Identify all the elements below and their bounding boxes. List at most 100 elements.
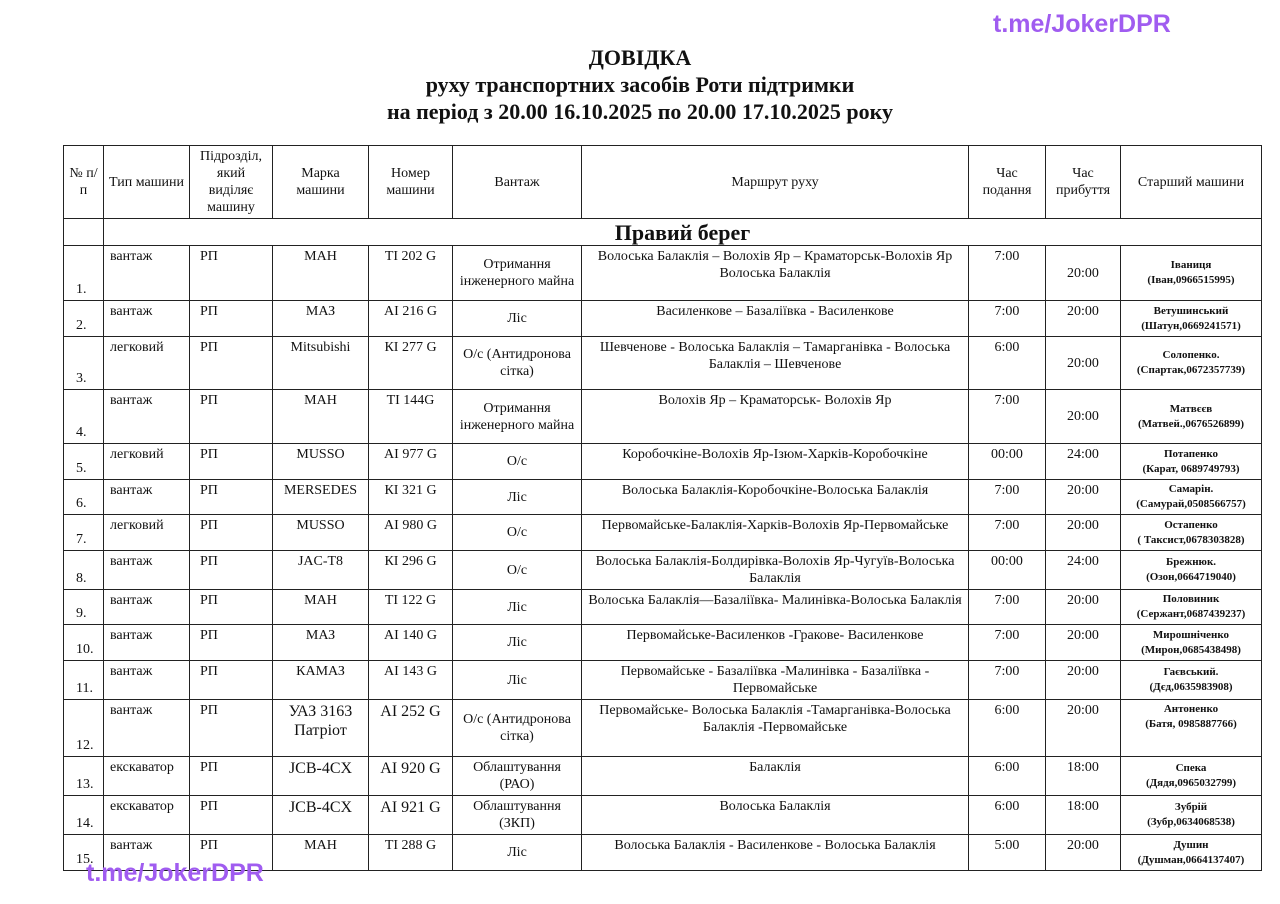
vehicle-plate-cell: АІ 921 G (368, 795, 453, 835)
arrival-time-cell: 20:00 (1045, 300, 1121, 337)
table-row: 9. вантаж РП МАН ТІ 122 G Ліс Волоська Балаклі… (63, 589, 1262, 625)
table-row: 14. екскаватор РП JCB-4CX АІ 921 G Облаштуван… (63, 795, 1262, 835)
vehicle-brand-cell: МАН (272, 245, 369, 301)
officer-name: Зубрій (1174, 801, 1208, 813)
vehicle-brand-cell: УАЗ 3163 Патріот (272, 699, 369, 757)
cargo-cell: О/с (Антидронова сітка) (452, 699, 582, 757)
vehicle-plate-cell: АІ 143 G (368, 660, 453, 700)
route-cell: Первомайське-Балаклія-Харків-Волохів Яр-… (581, 514, 969, 551)
officer-name: Антоненко (1163, 703, 1219, 715)
officer-name: Матвєєв (1169, 402, 1213, 415)
officer-callsign-phone: (Карат, 0689749793) (1142, 462, 1240, 475)
row-number-cell: 8. (63, 550, 104, 590)
officer-callsign-phone: (Сержант,0687439237) (1136, 608, 1246, 620)
route-cell: Коробочкіне-Волохів Яр-Ізюм-Харків-Короб… (581, 443, 969, 480)
departure-time-cell: 5:00 (968, 834, 1046, 871)
senior-officer-cell: Мирошніченко (Мирон,0685438498) (1120, 624, 1262, 661)
column-header: Тип машини (103, 145, 190, 219)
vehicle-movement-table: № п/п Тип машини Підрозділ, який виділяє м… (63, 145, 1262, 871)
cargo-cell: Облаштування (РАО) (452, 756, 582, 796)
vehicle-plate-cell: АІ 140 G (368, 624, 453, 661)
departure-time-cell: 6:00 (968, 795, 1046, 835)
route-cell: Первомайське- Волоська Балаклія -Тамарга… (581, 699, 969, 757)
table-row: 6. вантаж РП MERSEDES КІ 321 G Ліс Волоська Ба… (63, 479, 1262, 515)
officer-callsign-phone: (Мирон,0685438498) (1141, 643, 1241, 656)
row-number-cell: 12. (63, 699, 104, 757)
senior-officer-cell: Потапенко (Карат, 0689749793) (1120, 443, 1262, 480)
table-row: 2. вантаж РП МАЗ АІ 216 G Ліс Василенкове – Ба… (63, 300, 1262, 337)
departure-time-cell: 7:00 (968, 300, 1046, 337)
unit-cell: РП (189, 756, 273, 796)
vehicle-plate-cell: АІ 977 G (368, 443, 453, 480)
cargo-cell: Ліс (452, 589, 582, 625)
column-header: Час прибуття (1045, 145, 1121, 219)
arrival-time-cell: 20:00 (1045, 834, 1121, 871)
arrival-time-cell: 18:00 (1045, 756, 1121, 796)
vehicle-plate-cell: АІ 252 G (368, 699, 453, 757)
route-cell: Волоська Балаклія (581, 795, 969, 835)
officer-name: Самарін. (1168, 483, 1214, 495)
officer-name: Половиник (1162, 593, 1220, 605)
officer-callsign-phone: (Спартак,0672357739) (1136, 364, 1246, 376)
unit-cell: РП (189, 660, 273, 700)
table-row: 15. вантаж РП МАН ТІ 288 G Ліс Волоська Балакл… (63, 834, 1262, 871)
table-row: 8. вантаж РП JAC-T8 КІ 296 G О/с Волоська Бала… (63, 550, 1262, 590)
departure-time-cell: 00:00 (968, 443, 1046, 480)
route-cell: Первомайське-Василенков -Гракове- Василе… (581, 624, 969, 661)
vehicle-brand-cell: JCB-4CX (272, 756, 369, 796)
route-cell: Первомайське - Базаліївка -Малинівка - Б… (581, 660, 969, 700)
table-row: 3. легковий РП Mitsubishi КІ 277 G О/с (Антид… (63, 336, 1262, 390)
vehicle-plate-cell: КІ 296 G (368, 550, 453, 590)
officer-name: Мирошніченко (1152, 628, 1230, 641)
departure-time-cell: 7:00 (968, 245, 1046, 301)
vehicle-type-cell: вантаж (103, 550, 190, 590)
unit-cell: РП (189, 479, 273, 515)
departure-time-cell: 00:00 (968, 550, 1046, 590)
title-line-3: на період з 20.00 16.10.2025 по 20.00 17… (386, 99, 894, 124)
vehicle-type-cell: екскаватор (103, 756, 190, 796)
vehicle-plate-cell: ТІ 288 G (368, 834, 453, 871)
arrival-time-cell: 20:00 (1045, 336, 1121, 390)
row-number-cell: 13. (63, 756, 104, 796)
route-cell: Волоська Балаклія - Василенкове - Волось… (581, 834, 969, 871)
route-cell: Василенкове – Базаліївка - Василенкове (581, 300, 969, 337)
column-header: Марка машини (272, 145, 369, 219)
route-cell: Волоська Балаклія-Коробочкіне-Волоська Б… (581, 479, 969, 515)
officer-callsign-phone: (Іван,0966515995) (1147, 274, 1235, 286)
arrival-time-cell: 20:00 (1045, 389, 1121, 444)
vehicle-brand-cell: MUSSO (272, 514, 369, 551)
vehicle-type-cell: екскаватор (103, 795, 190, 835)
senior-officer-cell: Самарін. (Самурай,0508566757) (1120, 479, 1262, 515)
departure-time-cell: 7:00 (968, 514, 1046, 551)
senior-officer-cell: Зубрій (Зубр,0634068538) (1120, 795, 1262, 835)
table-row: 10. вантаж РП МАЗ АІ 140 G Ліс Первомайське-Ва… (63, 624, 1262, 661)
vehicle-plate-cell: КІ 277 G (368, 336, 453, 390)
senior-officer-cell: Ветушинський (Шатун,0669241571) (1120, 300, 1262, 337)
officer-name: Іваниця (1170, 259, 1212, 271)
cargo-cell: Ліс (452, 660, 582, 700)
route-cell: Волоська Балаклія-Болдирівка-Волохів Яр-… (581, 550, 969, 590)
vehicle-type-cell: вантаж (103, 699, 190, 757)
senior-officer-cell: Брежнюк. (Озон,0664719040) (1120, 550, 1262, 590)
row-number-cell: 7. (63, 514, 104, 551)
document-title: ДОВІДКА руху транспортних засобів Роти п… (0, 44, 1280, 125)
row-number-cell: 14. (63, 795, 104, 835)
officer-name: Ветушинський (1153, 304, 1229, 317)
table-row: 1. вантаж РП МАН ТІ 202 G Отримання інженерно… (63, 245, 1262, 301)
vehicle-plate-cell: АІ 216 G (368, 300, 453, 337)
unit-cell: РП (189, 514, 273, 551)
vehicle-type-cell: вантаж (103, 660, 190, 700)
section-blank-cell (63, 218, 104, 246)
watermark-bottom: t.me/JokerDPR (86, 859, 264, 887)
row-number-cell: 15. (63, 834, 104, 871)
officer-name: Душин (1173, 838, 1209, 851)
officer-name: Потапенко (1163, 447, 1219, 460)
unit-cell: РП (189, 300, 273, 337)
arrival-time-cell: 20:00 (1045, 624, 1121, 661)
vehicle-brand-cell: JCB-4CX (272, 795, 369, 835)
vehicle-brand-cell: КАМАЗ (272, 660, 369, 700)
row-number-cell: 5. (63, 443, 104, 480)
unit-cell: РП (189, 389, 273, 444)
officer-name: Гаєвський. (1163, 666, 1219, 678)
vehicle-type-cell: легковий (103, 514, 190, 551)
